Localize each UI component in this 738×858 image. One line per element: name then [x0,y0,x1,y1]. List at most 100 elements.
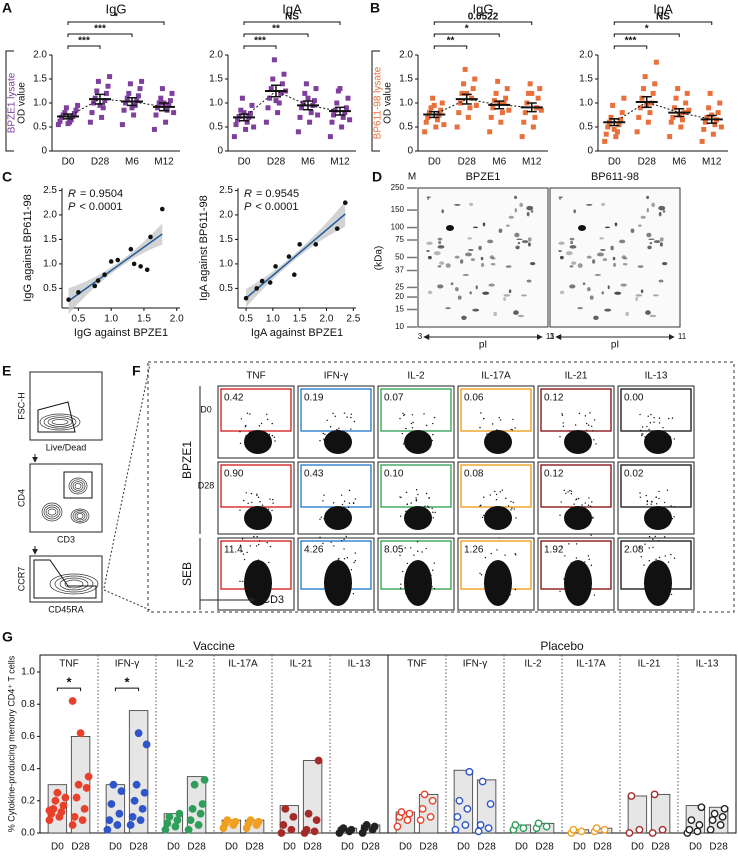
event [268,561,270,564]
event [319,536,321,539]
row-group-label: BPZE1 [180,441,194,479]
event [561,414,564,416]
gel-spot [558,250,562,252]
event [319,518,321,520]
event [571,587,574,590]
event [345,535,348,538]
event [421,551,423,553]
column-label: TNF [246,371,265,382]
event [334,415,336,418]
gel-spot [503,296,506,302]
event [560,501,562,503]
stat-value: = 0.9545 [256,188,299,200]
data-point [107,800,116,808]
data-point [495,78,501,84]
event [256,535,258,538]
event [258,425,261,427]
event [585,422,588,425]
event [499,491,501,493]
column-label: IL-17A [481,371,511,382]
event [240,418,243,420]
event [655,558,657,560]
data-point [462,66,468,72]
gel-spot [599,237,604,240]
data-point [139,78,145,84]
data-point [130,796,139,805]
data-point [131,112,137,118]
event [513,508,515,510]
gel-spot [613,262,617,267]
event [593,439,595,441]
event [415,432,417,434]
data-point [670,114,676,120]
gel-spot [648,238,655,241]
event [652,508,655,510]
gel-spot [600,249,606,251]
gel-spot [437,245,445,249]
x-tick-label: D0 [608,157,621,168]
data-point [73,107,79,113]
data-point [87,119,93,125]
gate-frequency: 0.12 [544,393,564,404]
event [577,497,580,500]
gel-spot [625,311,629,317]
data-point [433,124,439,130]
data-point [165,813,174,821]
event [648,560,650,562]
data-point [439,100,445,106]
event [354,498,357,500]
event [252,510,254,512]
data-point [273,98,279,104]
event [644,436,646,438]
event [510,428,512,431]
event [247,502,249,505]
event [335,515,338,517]
data-point [126,90,132,96]
data-point [68,821,77,829]
mean-trend [434,98,532,115]
event [339,515,342,517]
event [574,424,577,426]
event [575,511,577,513]
event [273,436,276,438]
data-point [627,792,636,800]
event [251,501,253,504]
data-point [173,816,182,825]
event [649,422,652,424]
data-point [334,226,340,231]
event [269,545,272,548]
mean-trend [613,101,712,123]
gel-spot [516,238,523,241]
x-tick-label: D0 [225,842,238,853]
data-point [534,819,543,828]
event [512,418,514,421]
event [332,592,335,595]
data-point [678,124,684,130]
gel-spot [488,283,495,287]
y-tick-label: 1.0 [21,667,35,678]
gel-spot [573,209,576,214]
data-point [128,813,137,821]
gel-spot [490,263,496,266]
gel-spot [604,226,610,229]
gel-spot [530,209,534,213]
event [405,510,407,513]
data-point [702,119,708,125]
event-cluster [324,430,352,454]
gel-spot [446,225,454,231]
event [488,435,490,437]
data-point [499,110,505,116]
data-point [268,86,274,92]
gel-spot [508,215,514,219]
event [651,501,653,503]
event [433,562,435,564]
event [584,415,587,417]
event [423,413,425,415]
event [646,438,648,440]
gel-spot [514,195,518,200]
stat-text: P < 0.0001 [68,201,122,213]
data-point [618,117,624,123]
chart-title: IgG [106,1,127,16]
event [406,562,409,565]
event [480,574,483,576]
